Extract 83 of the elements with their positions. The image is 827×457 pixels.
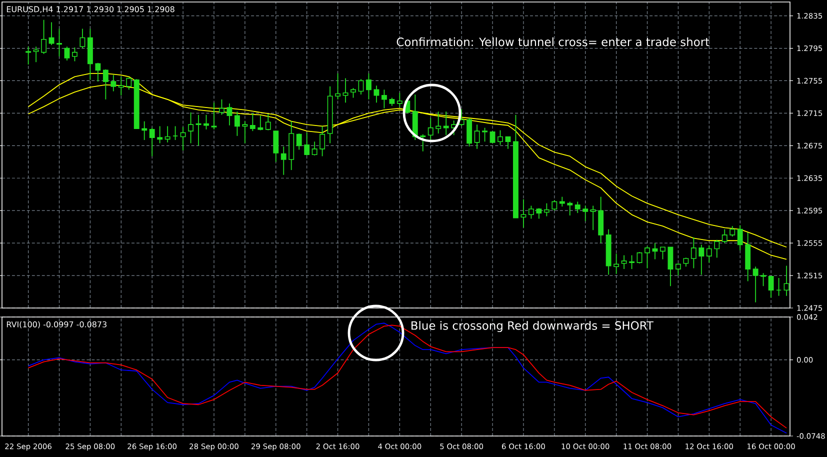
candlestick	[126, 77, 132, 90]
candlestick	[273, 130, 279, 162]
candlestick	[242, 120, 248, 144]
candlestick	[280, 146, 286, 176]
candlestick	[428, 118, 434, 140]
candlestick	[33, 46, 39, 63]
candlestick	[490, 130, 496, 144]
candlestick	[95, 62, 101, 82]
candlestick	[590, 205, 596, 231]
candlestick	[567, 201, 573, 216]
candlestick	[730, 226, 736, 238]
candlestick	[544, 202, 550, 217]
candlestick	[381, 89, 387, 109]
candlestick	[552, 200, 558, 212]
candlestick	[219, 98, 224, 116]
candlestick	[226, 103, 232, 126]
candlestick	[498, 130, 503, 146]
candlestick	[614, 253, 620, 274]
candlestick	[64, 46, 70, 61]
candlestick	[420, 134, 426, 152]
candlestick	[482, 127, 488, 142]
candlestick	[784, 265, 790, 296]
candlestick	[629, 254, 635, 270]
candlestick	[396, 92, 402, 108]
candlestick	[312, 141, 318, 156]
candlestick	[258, 115, 264, 131]
candlestick	[474, 124, 480, 150]
candlestick	[752, 266, 758, 303]
candlestick	[26, 46, 32, 65]
candlestick	[706, 245, 712, 263]
candlestick	[296, 133, 302, 150]
candlestick	[72, 47, 78, 62]
candlestick	[466, 118, 472, 147]
candlestick	[505, 136, 511, 150]
candlestick	[250, 112, 256, 132]
candlestick	[304, 132, 310, 156]
candlestick	[335, 72, 340, 100]
candlestick	[714, 239, 720, 258]
candlestick	[164, 126, 170, 143]
candlestick	[265, 114, 271, 131]
candlestick	[234, 111, 240, 136]
candlestick	[574, 201, 580, 214]
candlestick	[149, 127, 155, 157]
candlestick	[690, 236, 696, 269]
candlestick	[118, 76, 124, 96]
candlestick	[350, 88, 356, 98]
candlestick	[698, 244, 704, 276]
candlestick	[172, 126, 178, 140]
candlestick	[722, 228, 728, 244]
candlestick	[520, 198, 526, 228]
candlestick	[660, 246, 666, 260]
candlestick	[196, 114, 202, 146]
candlestick	[668, 246, 674, 287]
candlestick	[776, 278, 782, 296]
candlestick	[320, 126, 326, 157]
candlestick	[737, 224, 743, 251]
candlestick	[80, 28, 86, 49]
candlestick	[211, 102, 217, 130]
candlestick	[188, 112, 194, 144]
candlestick	[644, 246, 650, 269]
candlestick	[102, 68, 108, 100]
annotation: Blue is crossong Red downwards = SHORT	[412, 320, 654, 332]
candlestick	[366, 72, 372, 100]
candlestick	[760, 272, 766, 287]
candlestick	[204, 114, 209, 130]
candlestick	[528, 205, 534, 220]
candlestick	[358, 78, 364, 95]
candlestick	[110, 74, 116, 92]
candlestick	[536, 208, 542, 220]
candlestick	[768, 276, 774, 298]
candlestick	[48, 22, 54, 46]
candlestick	[41, 19, 46, 54]
candlestick	[582, 205, 588, 222]
candlestick	[636, 252, 642, 264]
candlestick	[142, 120, 148, 140]
candlestick	[56, 28, 62, 57]
candlestick	[157, 126, 163, 144]
candlestick	[180, 126, 186, 151]
annotation: Confirmation: Yellow tunnel cross= enter a trade short	[396, 37, 710, 46]
candlestick	[436, 111, 442, 134]
candlestick	[675, 262, 681, 276]
candlestick	[621, 254, 627, 270]
candlestick	[374, 85, 380, 104]
